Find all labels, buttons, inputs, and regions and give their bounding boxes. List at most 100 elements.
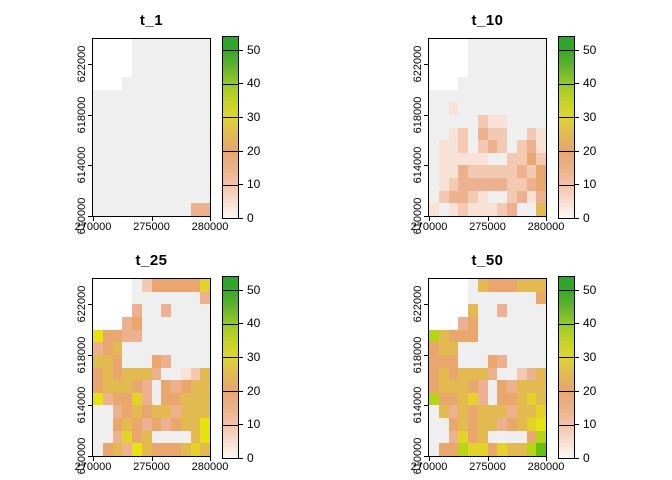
- raster-cell: [536, 190, 546, 204]
- y-axis-tick: [424, 114, 428, 116]
- legend-tick: [575, 289, 579, 291]
- raster-cell: [180, 443, 191, 456]
- raster-cell: [497, 165, 507, 179]
- raster-cell: [161, 430, 171, 444]
- x-axis-label: 275000: [133, 461, 170, 473]
- raster-cell: [161, 392, 171, 406]
- legend-tick-label: 40: [583, 316, 597, 331]
- raster-cell: [487, 89, 498, 103]
- raster-cell: [93, 342, 103, 355]
- raster-cell: [171, 165, 181, 179]
- legend-tick-label: 30: [583, 349, 597, 364]
- raster-cell: [536, 89, 546, 103]
- raster-cell: [458, 430, 468, 444]
- raster-cell: [487, 76, 498, 90]
- raster-cell: [497, 114, 507, 128]
- raster-cell: [141, 291, 152, 305]
- raster-cell: [448, 39, 459, 52]
- raster-cell: [132, 76, 142, 90]
- raster-cell: [141, 304, 152, 317]
- raster-cell: [112, 203, 123, 216]
- raster-cell: [526, 203, 537, 216]
- raster-cell: [161, 76, 171, 90]
- raster-cell: [526, 304, 537, 317]
- raster-cell: [536, 102, 546, 115]
- y-axis-tick: [88, 456, 92, 457]
- raster-cell: [507, 39, 517, 52]
- raster-cell: [93, 316, 103, 330]
- legend-tick-label: 50: [247, 42, 261, 57]
- raster-cell: [161, 190, 171, 204]
- legend-tick-line: [223, 290, 238, 292]
- raster-cell: [132, 114, 142, 128]
- raster-cell: [458, 316, 468, 330]
- raster-cell: [487, 329, 498, 343]
- raster-cell: [132, 51, 142, 65]
- raster-cell: [112, 178, 123, 191]
- raster-cell: [102, 354, 113, 368]
- raster-cell: [507, 203, 517, 216]
- raster-cell: [132, 342, 142, 355]
- raster-cell: [102, 304, 113, 317]
- raster-cell: [141, 279, 152, 292]
- raster-cell: [468, 140, 478, 153]
- raster-cell: [507, 279, 517, 292]
- raster-cell: [526, 329, 537, 343]
- raster-cell: [93, 165, 103, 179]
- x-axis-label: 270000: [410, 221, 448, 233]
- raster-cell: [458, 76, 468, 90]
- raster-cell: [468, 279, 478, 292]
- raster-cell: [526, 418, 537, 431]
- raster-cell: [180, 76, 191, 90]
- raster-cell: [200, 304, 210, 317]
- legend-tick-line: [223, 151, 238, 152]
- legend-tick-line: [559, 151, 574, 152]
- raster-cell: [102, 114, 113, 128]
- legend-tick-label: 10: [247, 417, 261, 432]
- raster-cell: [161, 152, 171, 166]
- raster-cell: [526, 127, 537, 141]
- raster-cell: [171, 392, 181, 406]
- raster-cell: [171, 127, 181, 141]
- y-axis-tick: [88, 216, 92, 217]
- raster-cell: [122, 367, 132, 381]
- raster-cell: [161, 51, 171, 65]
- raster-cell: [161, 418, 171, 431]
- raster-cell: [171, 114, 181, 128]
- y-axis-tick: [424, 456, 428, 457]
- raster-cell: [161, 367, 171, 381]
- raster-cell: [526, 354, 537, 368]
- raster-cell: [487, 165, 498, 179]
- x-axis-label: 280000: [527, 221, 565, 233]
- raster-cell: [438, 430, 449, 444]
- legend-tick-label: 10: [583, 177, 597, 192]
- raster-cell: [516, 51, 527, 65]
- raster-cell: [171, 39, 181, 52]
- plot-area: [92, 278, 211, 457]
- y-axis-tick: [88, 405, 92, 407]
- y-axis-tick: [424, 304, 428, 306]
- raster-cell: [448, 64, 459, 77]
- raster-cell: [487, 392, 498, 406]
- raster-cell: [477, 443, 488, 456]
- raster-cell: [122, 127, 132, 141]
- raster-cell: [448, 76, 459, 90]
- raster-cell: [112, 89, 123, 103]
- raster-cell: [112, 279, 123, 292]
- raster-cell: [448, 354, 459, 368]
- raster-cell: [93, 127, 103, 141]
- raster-cell: [507, 418, 517, 431]
- raster-cell: [190, 89, 201, 103]
- raster-cell: [438, 279, 449, 292]
- legend-tick-line: [559, 184, 574, 186]
- raster-cell: [477, 291, 488, 305]
- raster-cell: [112, 76, 123, 90]
- raster-cell: [458, 354, 468, 368]
- raster-cell: [200, 39, 210, 52]
- raster-cell: [93, 405, 103, 419]
- raster-cell: [132, 190, 142, 204]
- legend-tick-label: 20: [247, 143, 261, 158]
- raster-cell: [161, 354, 171, 368]
- raster-cell: [468, 165, 478, 179]
- raster-cell: [458, 304, 468, 317]
